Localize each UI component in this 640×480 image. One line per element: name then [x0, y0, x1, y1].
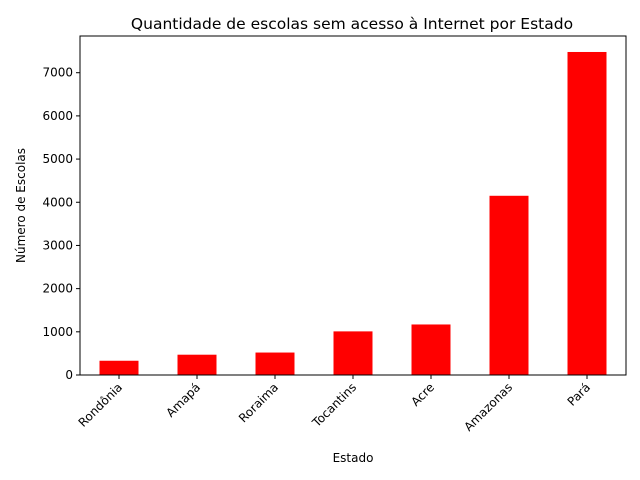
y-tick-label-3: 3000: [42, 238, 73, 252]
y-tick-label-2: 2000: [42, 282, 73, 296]
y-tick-label-4: 4000: [42, 195, 73, 209]
y-tick-label-0: 0: [65, 368, 73, 382]
y-tick-label-5: 5000: [42, 152, 73, 166]
x-tick-label-3: Tocantins: [309, 380, 359, 430]
y-tick-label-6: 6000: [42, 109, 73, 123]
chart-title: Quantidade de escolas sem acesso à Inter…: [131, 15, 573, 33]
bar-3: [334, 331, 373, 375]
y-tick-label-1: 1000: [42, 325, 73, 339]
bar-4: [412, 324, 451, 375]
x-tick-label-0: Rondônia: [76, 380, 125, 429]
y-tick-label-7: 7000: [42, 66, 73, 80]
bar-5: [490, 196, 529, 375]
bar-2: [256, 353, 295, 375]
x-tick-label-5: Amazonas: [461, 380, 515, 434]
bar-6: [568, 52, 607, 375]
x-axis-label: Estado: [333, 451, 374, 465]
bar-1: [178, 355, 217, 375]
x-tick-label-6: Pará: [565, 380, 594, 409]
x-tick-label-4: Acre: [408, 380, 437, 409]
plot-frame: [80, 36, 626, 375]
bar-0: [100, 361, 139, 375]
x-tick-label-1: Amapá: [163, 380, 203, 420]
x-tick-label-2: Roraima: [236, 380, 281, 425]
y-axis-label: Número de Escolas: [14, 148, 28, 263]
